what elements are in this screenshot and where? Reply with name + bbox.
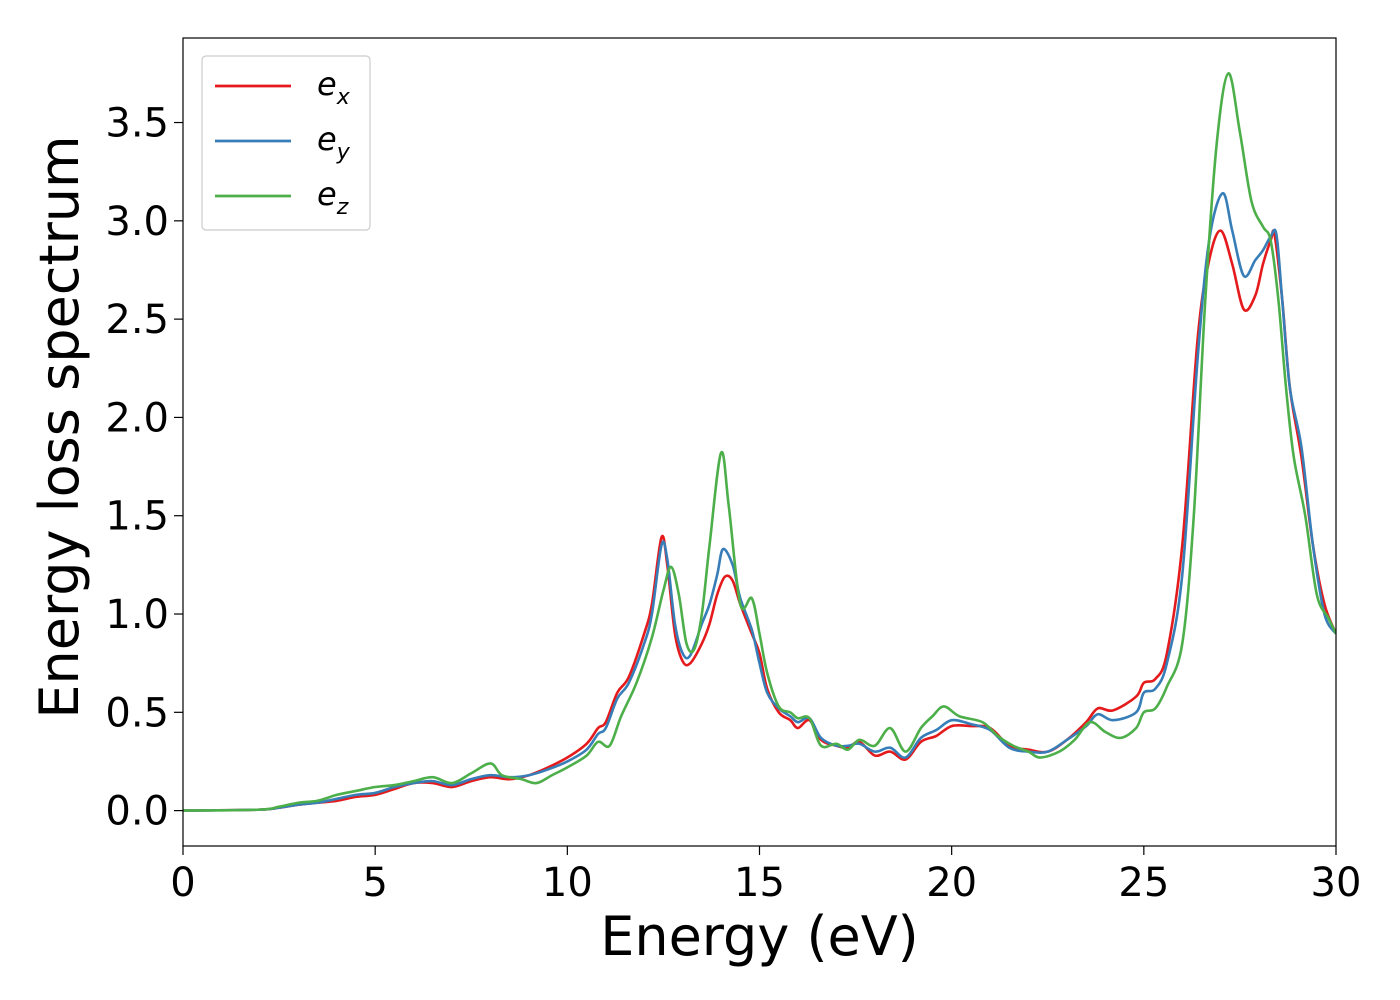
x-tick-label: 0 (170, 860, 195, 906)
series-line-x (183, 229, 1336, 812)
x-tick-label: 10 (542, 860, 593, 906)
x-tick-label: 30 (1311, 860, 1362, 906)
ticks-layer: 0 5 10 15 20 25 30 0.0 0.5 1.0 1.5 2.0 2.5 3.0 3.5 (105, 101, 1361, 906)
y-tick-label: 3.5 (105, 101, 169, 147)
y-tick-label: 0.5 (105, 690, 169, 736)
x-tick-label: 20 (926, 860, 977, 906)
series-line-z (183, 72, 1336, 812)
x-tick-label: 5 (362, 860, 387, 906)
legend-label-z: ez (317, 175, 349, 220)
x-axis-title: Energy (eV) (600, 905, 919, 968)
y-tick-label: 2.0 (105, 395, 169, 441)
y-tick-label: 2.5 (105, 297, 169, 343)
x-tick-label: 15 (734, 860, 785, 906)
legend-label-y: ey (317, 120, 351, 165)
series-layer (183, 72, 1336, 812)
y-tick-label: 0.0 (105, 789, 169, 835)
legend: ex ey ez (201, 55, 371, 231)
y-tick-label: 1.0 (105, 592, 169, 638)
y-tick-label: 3.0 (105, 199, 169, 245)
y-axis-title: Energy loss spectrum (28, 135, 91, 718)
x-tick-label: 25 (1118, 860, 1169, 906)
legend-box (201, 55, 371, 231)
series-line-y (183, 192, 1336, 812)
legend-label-x: ex (317, 65, 351, 110)
y-tick-label: 1.5 (105, 494, 169, 540)
